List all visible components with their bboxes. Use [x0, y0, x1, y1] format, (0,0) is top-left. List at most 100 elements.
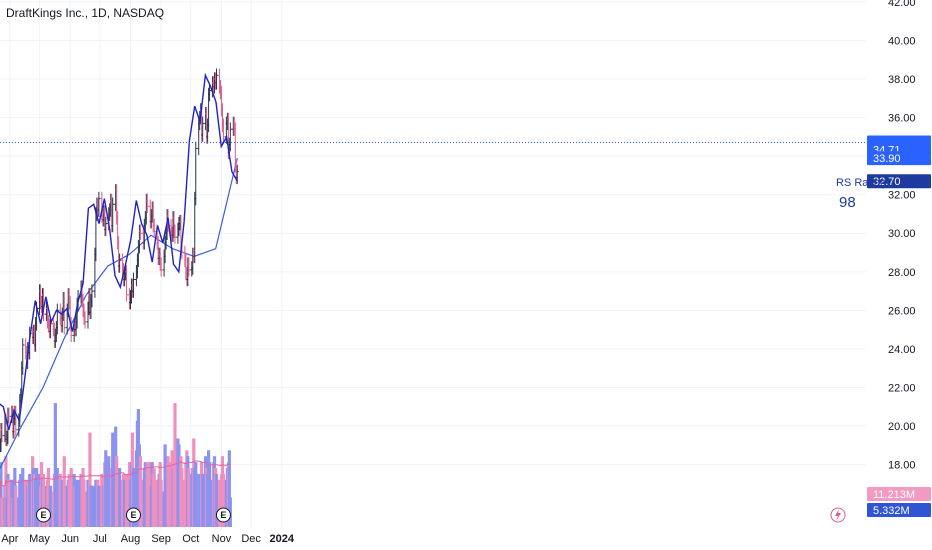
price-bar — [152, 218, 156, 239]
volume-badge-box — [867, 503, 931, 517]
price-bar — [83, 311, 87, 329]
volume-ma-badge: 11.213M — [867, 487, 931, 501]
y-tick-label: 24.00 — [888, 344, 916, 356]
price-bar — [7, 407, 11, 424]
x-tick-label: Nov — [212, 533, 232, 545]
ma-price-badge-box — [867, 151, 931, 166]
volume-bar — [88, 432, 92, 527]
earnings-icon — [215, 507, 231, 523]
volume-bar — [159, 479, 163, 527]
rs-price-badge-text: 32.70 — [873, 176, 901, 188]
volume-bar — [76, 479, 80, 527]
ma-price-badge: 33.90 — [867, 151, 931, 166]
price-bar — [125, 265, 129, 302]
y-tick-label: 22.00 — [888, 382, 916, 394]
x-tick-label: Dec — [241, 533, 261, 545]
y-axis: 18.00 20.00 22.00 24.00 26.00 28.00 30.00 32.00… — [888, 0, 916, 471]
x-tick-label: Aug — [121, 533, 141, 545]
price-bar — [159, 257, 163, 277]
price-bar — [145, 193, 149, 214]
y-tick-label: 36.00 — [888, 113, 916, 125]
y-tick-label: 20.00 — [888, 421, 916, 433]
volume-bar — [194, 462, 198, 527]
x-tick-label: 2024 — [270, 533, 295, 545]
volume-bar — [221, 473, 226, 527]
volume-bar — [131, 468, 136, 527]
volume-bar — [207, 462, 212, 527]
volume-bar — [214, 473, 219, 527]
price-bar — [194, 141, 198, 206]
volume-badge-text: 5.332M — [873, 505, 910, 517]
x-tick-label: Jun — [61, 533, 79, 545]
price-bar — [173, 224, 177, 244]
volume-bar — [104, 450, 108, 527]
volume-bar — [21, 468, 25, 527]
volume-bar — [227, 450, 231, 527]
volume-bar — [4, 456, 8, 527]
volume-bar — [152, 468, 156, 527]
x-tick-label: May — [29, 533, 50, 545]
price-bar — [138, 224, 142, 240]
earnings-marker[interactable]: E — [215, 507, 231, 523]
price-bar — [62, 292, 66, 335]
volume-bar — [28, 473, 32, 527]
rs-price-badge: 32.70 — [867, 174, 931, 189]
earnings-label: E — [40, 510, 46, 520]
volume-bar — [0, 462, 3, 527]
volume-histogram — [0, 403, 232, 527]
price-bar — [118, 253, 122, 273]
grid-lines — [0, 0, 866, 530]
earnings-icon — [35, 507, 51, 523]
price-bar — [201, 116, 205, 142]
price-bar — [111, 197, 115, 233]
price-bars — [0, 68, 239, 452]
price-bar — [215, 68, 219, 90]
earnings-marker[interactable]: E — [35, 507, 51, 523]
price-bar — [187, 257, 191, 277]
y-tick-label: 18.00 — [888, 459, 916, 471]
x-tick-label: Apr — [1, 533, 18, 545]
volume-bar — [48, 485, 53, 527]
volume-bar — [0, 497, 4, 527]
x-axis: Apr May Jun Jul Aug Sep Oct Nov Dec 2024 — [1, 533, 295, 545]
volume-bar — [34, 468, 39, 527]
volume-bar — [69, 468, 73, 527]
price-bar — [90, 284, 94, 308]
volume-bar — [201, 473, 205, 527]
y-tick-label: 32.00 — [888, 190, 916, 202]
volume-bar — [166, 456, 170, 527]
earnings-marker[interactable]: E — [125, 507, 141, 523]
lightning-icon-bolt — [835, 509, 841, 521]
earnings-label: E — [220, 510, 226, 520]
lightning-icon[interactable] — [830, 507, 846, 523]
x-tick-label: Sep — [151, 533, 171, 545]
volume-bar — [62, 456, 66, 527]
volume-bar — [173, 403, 177, 527]
volume-bar — [138, 456, 142, 527]
moving-average-line — [0, 157, 238, 469]
volume-bar — [180, 468, 184, 527]
y-tick-label: 30.00 — [888, 228, 916, 240]
rs-line — [0, 72, 238, 430]
volume-badge: 5.332M — [867, 503, 931, 517]
price-bar — [41, 288, 45, 321]
y-tick-label: 26.00 — [888, 305, 916, 317]
y-tick-label: 38.00 — [888, 74, 916, 86]
volume-bar — [90, 485, 94, 527]
volume-bar — [41, 473, 46, 527]
earnings-label: E — [130, 510, 136, 520]
price-bar — [228, 122, 232, 152]
y-tick-label: 28.00 — [888, 267, 916, 279]
volume-ma-badge-box — [867, 487, 931, 501]
rs-rating-value: 98 — [839, 194, 856, 211]
earnings-icon — [125, 507, 141, 523]
rs-rating-label: RS Rating — [836, 177, 886, 189]
volume-bar — [111, 432, 115, 527]
x-tick-label: Jul — [93, 533, 107, 545]
volume-bar — [187, 468, 191, 527]
price-bar — [97, 191, 101, 217]
price-bar — [208, 83, 212, 102]
